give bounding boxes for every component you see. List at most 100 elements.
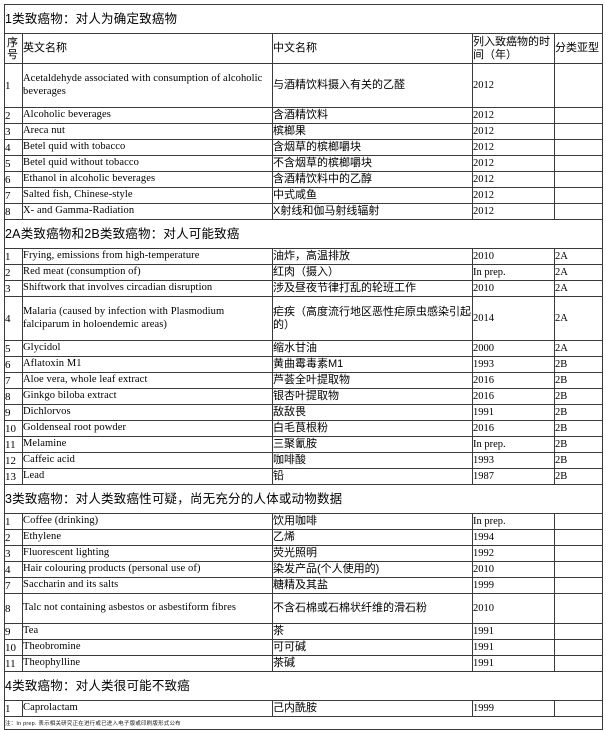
table-row: 2 Ethylene 乙烯 1994 xyxy=(4,529,604,546)
cell-seq: 9 xyxy=(4,623,23,640)
cell-subtype: 2A xyxy=(553,264,604,281)
section-title: 4类致癌物：对人类很可能不致癌 xyxy=(3,671,604,701)
cell-year-listed: 2016 xyxy=(472,420,555,437)
cell-subtype: 2A xyxy=(553,340,604,357)
cell-chinese-name: 己内酰胺 xyxy=(272,700,473,717)
cell-chinese-name: 荧光照明 xyxy=(272,545,473,562)
column-header-subtype: 分类亚型 xyxy=(553,33,604,64)
cell-english-name: Goldenseal root powder xyxy=(22,420,273,437)
cell-subtype xyxy=(553,639,604,656)
cell-seq: 4 xyxy=(4,296,23,341)
cell-year-listed: 2012 xyxy=(472,187,555,204)
carcinogen-classification-table: 1类致癌物：对人为确定致癌物 序号 英文名称 中文名称 列入致癌物的时间（年） 分类亚型 1… xyxy=(3,4,604,730)
cell-subtype: 2B xyxy=(553,436,604,453)
table-row: 13 Lead 铅 1987 2B xyxy=(4,468,604,485)
cell-seq: 3 xyxy=(4,280,23,297)
table-row: 12 Caffeic acid 咖啡酸 1993 2B xyxy=(4,452,604,469)
cell-english-name: Tea xyxy=(22,623,273,640)
cell-seq: 7 xyxy=(4,577,23,594)
cell-chinese-name: 咖啡酸 xyxy=(272,452,473,469)
cell-year-listed: 2010 xyxy=(472,248,555,265)
cell-seq: 8 xyxy=(4,593,23,624)
cell-seq: 6 xyxy=(4,171,23,188)
footnote-text: 注：In prep. 表示相关研究正在进行或已进入电子版或印刷版形式公布 xyxy=(3,716,604,730)
cell-subtype: 2A xyxy=(553,248,604,265)
cell-chinese-name: 含酒精饮料 xyxy=(272,107,473,124)
section-title: 3类致癌物：对人类致癌性可疑，尚无充分的人体或动物数据 xyxy=(3,484,604,514)
cell-english-name: Aflatoxin M1 xyxy=(22,356,273,373)
cell-chinese-name: X射线和伽马射线辐射 xyxy=(272,203,473,220)
column-header-row: 序号 英文名称 中文名称 列入致癌物的时间（年） 分类亚型 xyxy=(4,33,604,64)
cell-english-name: Betel quid without tobacco xyxy=(22,155,273,172)
cell-seq: 1 xyxy=(4,513,23,530)
cell-english-name: Acetaldehyde associated with consumption… xyxy=(22,63,273,108)
cell-year-listed: 1999 xyxy=(472,577,555,594)
cell-seq: 1 xyxy=(4,63,23,108)
table-row: 7 Salted fish, Chinese-style 中式咸鱼 2012 xyxy=(4,187,604,204)
cell-year-listed: 1992 xyxy=(472,545,555,562)
cell-english-name: Lead xyxy=(22,468,273,485)
cell-year-listed: 1999 xyxy=(472,700,555,717)
cell-subtype: 2B xyxy=(553,356,604,373)
cell-year-listed: In prep. xyxy=(472,264,555,281)
cell-year-listed: 2010 xyxy=(472,593,555,624)
cell-subtype: 2B xyxy=(553,452,604,469)
cell-seq: 6 xyxy=(4,356,23,373)
cell-english-name: Salted fish, Chinese-style xyxy=(22,187,273,204)
cell-seq: 3 xyxy=(4,123,23,140)
cell-english-name: Ginkgo biloba extract xyxy=(22,388,273,405)
table-row: 7 Saccharin and its salts 糖精及其盐 1999 xyxy=(4,577,604,594)
cell-subtype xyxy=(553,623,604,640)
cell-subtype xyxy=(553,171,604,188)
cell-seq: 12 xyxy=(4,452,23,469)
cell-seq: 7 xyxy=(4,187,23,204)
cell-english-name: Ethanol in alcoholic beverages xyxy=(22,171,273,188)
column-header-seq: 序号 xyxy=(4,33,23,64)
cell-subtype: 2B xyxy=(553,420,604,437)
cell-subtype xyxy=(553,203,604,220)
cell-subtype: 2B xyxy=(553,404,604,421)
cell-seq: 8 xyxy=(4,388,23,405)
cell-seq: 2 xyxy=(4,107,23,124)
cell-subtype xyxy=(553,561,604,578)
cell-seq: 8 xyxy=(4,203,23,220)
table-row: 4 Hair colouring products (personal use o… xyxy=(4,561,604,578)
cell-subtype xyxy=(553,545,604,562)
cell-year-listed: 2012 xyxy=(472,123,555,140)
cell-chinese-name: 染发产品(个人使用的) xyxy=(272,561,473,578)
table-row: 8 Ginkgo biloba extract 银杏叶提取物 2016 2B xyxy=(4,388,604,405)
table-row: 11 Theophylline 茶碱 1991 xyxy=(4,655,604,672)
table-row: 9 Tea 茶 1991 xyxy=(4,623,604,640)
cell-year-listed: 2012 xyxy=(472,155,555,172)
cell-year-listed: 1991 xyxy=(472,639,555,656)
table-row: 3 Shiftwork that involves circadian disru… xyxy=(4,280,604,297)
table-row: 5 Betel quid without tobacco 不含烟草的槟榔嚼块 2012 xyxy=(4,155,604,172)
cell-english-name: Alcoholic beverages xyxy=(22,107,273,124)
cell-english-name: X- and Gamma-Radiation xyxy=(22,203,273,220)
cell-chinese-name: 饮用咖啡 xyxy=(272,513,473,530)
cell-english-name: Frying, emissions from high-temperature xyxy=(22,248,273,265)
cell-english-name: Melamine xyxy=(22,436,273,453)
table-row: 1 Coffee (drinking) 饮用咖啡 In prep. xyxy=(4,513,604,530)
section-title-row: 4类致癌物：对人类很可能不致癌 xyxy=(3,671,604,701)
cell-subtype: 2A xyxy=(553,296,604,341)
cell-chinese-name: 敌敌畏 xyxy=(272,404,473,421)
table-row: 4 Malaria (caused by infection with Plasm… xyxy=(4,296,604,341)
cell-chinese-name: 缩水甘油 xyxy=(272,340,473,357)
cell-subtype xyxy=(553,700,604,717)
cell-seq: 11 xyxy=(4,436,23,453)
section-title-row: 2A类致癌物和2B类致癌物：对人可能致癌 xyxy=(3,219,604,249)
cell-seq: 1 xyxy=(4,248,23,265)
cell-chinese-name: 三聚氰胺 xyxy=(272,436,473,453)
cell-english-name: Areca nut xyxy=(22,123,273,140)
table-row: 3 Areca nut 槟榔果 2012 xyxy=(4,123,604,140)
cell-year-listed: 2016 xyxy=(472,388,555,405)
cell-year-listed: 1991 xyxy=(472,623,555,640)
cell-chinese-name: 黄曲霉毒素M1 xyxy=(272,356,473,373)
cell-seq: 10 xyxy=(4,420,23,437)
cell-chinese-name: 乙烯 xyxy=(272,529,473,546)
cell-subtype xyxy=(553,63,604,108)
cell-chinese-name: 含酒精饮料中的乙醇 xyxy=(272,171,473,188)
cell-english-name: Coffee (drinking) xyxy=(22,513,273,530)
cell-english-name: Fluorescent lighting xyxy=(22,545,273,562)
